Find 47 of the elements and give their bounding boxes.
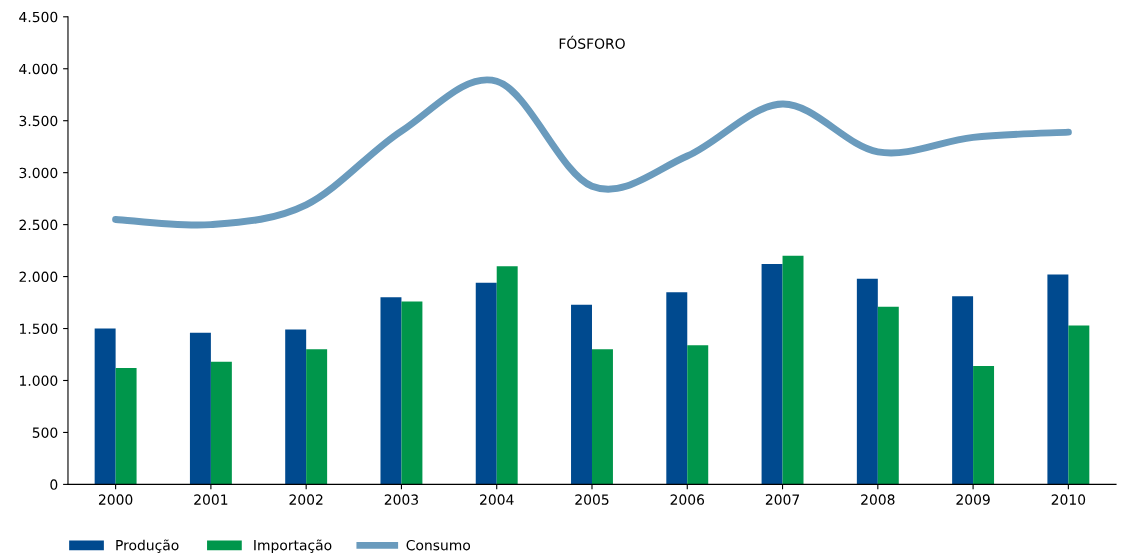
- x-tick-label: 2010: [1051, 494, 1086, 505]
- bar: [856, 278, 878, 485]
- y-tick-label: 1.500: [20, 323, 58, 335]
- bar: [380, 297, 402, 485]
- x-tick-label: 2006: [670, 494, 705, 505]
- y-tick-label: 3.000: [19, 167, 58, 179]
- bar: [189, 332, 211, 485]
- bar: [1047, 274, 1069, 485]
- bar: [782, 255, 804, 485]
- bar: [285, 329, 307, 485]
- bar: [115, 368, 137, 485]
- x-tick-label: 2000: [98, 494, 133, 505]
- text: FÓSFORO: [559, 35, 625, 49]
- bar: [761, 264, 783, 485]
- y-tick-label: 1.000: [20, 375, 58, 386]
- bar: [401, 301, 423, 485]
- bar: [952, 296, 974, 485]
- bar: [571, 304, 592, 485]
- bar: [877, 306, 899, 485]
- bar: [666, 292, 688, 485]
- y-tick-label: 0: [50, 479, 58, 490]
- bar: [973, 365, 995, 485]
- x-tick-label: 2009: [956, 494, 990, 505]
- y-tick-label: 2.500: [19, 219, 58, 231]
- bar: [687, 345, 709, 485]
- y-tick-label: 4.000: [19, 63, 58, 75]
- legend-label: Produção: [116, 539, 179, 553]
- x-tick-label: 2004: [480, 494, 514, 505]
- bar: [94, 328, 116, 485]
- y-tick-label: 500: [32, 427, 58, 438]
- x-tick-label: 2007: [765, 494, 800, 505]
- y-tick-label: 4.500: [19, 11, 58, 23]
- y-tick-label: 3.500: [19, 115, 58, 127]
- bar: [591, 349, 613, 485]
- bar: [496, 266, 518, 485]
- x-tick-label: 2002: [289, 494, 323, 505]
- bar: [1068, 325, 1090, 485]
- y-tick-label: 2.000: [19, 271, 58, 283]
- legend-label: Importação: [254, 539, 332, 554]
- x-tick-label: 2005: [575, 494, 609, 505]
- bar: [475, 282, 497, 485]
- x-tick-label: 2008: [861, 494, 895, 505]
- x-tick-label: 2003: [384, 494, 418, 505]
- x-tick-label: 2001: [194, 494, 228, 505]
- bar: [306, 349, 328, 485]
- legend-label: Consumo: [406, 539, 471, 551]
- bar: [210, 361, 232, 485]
